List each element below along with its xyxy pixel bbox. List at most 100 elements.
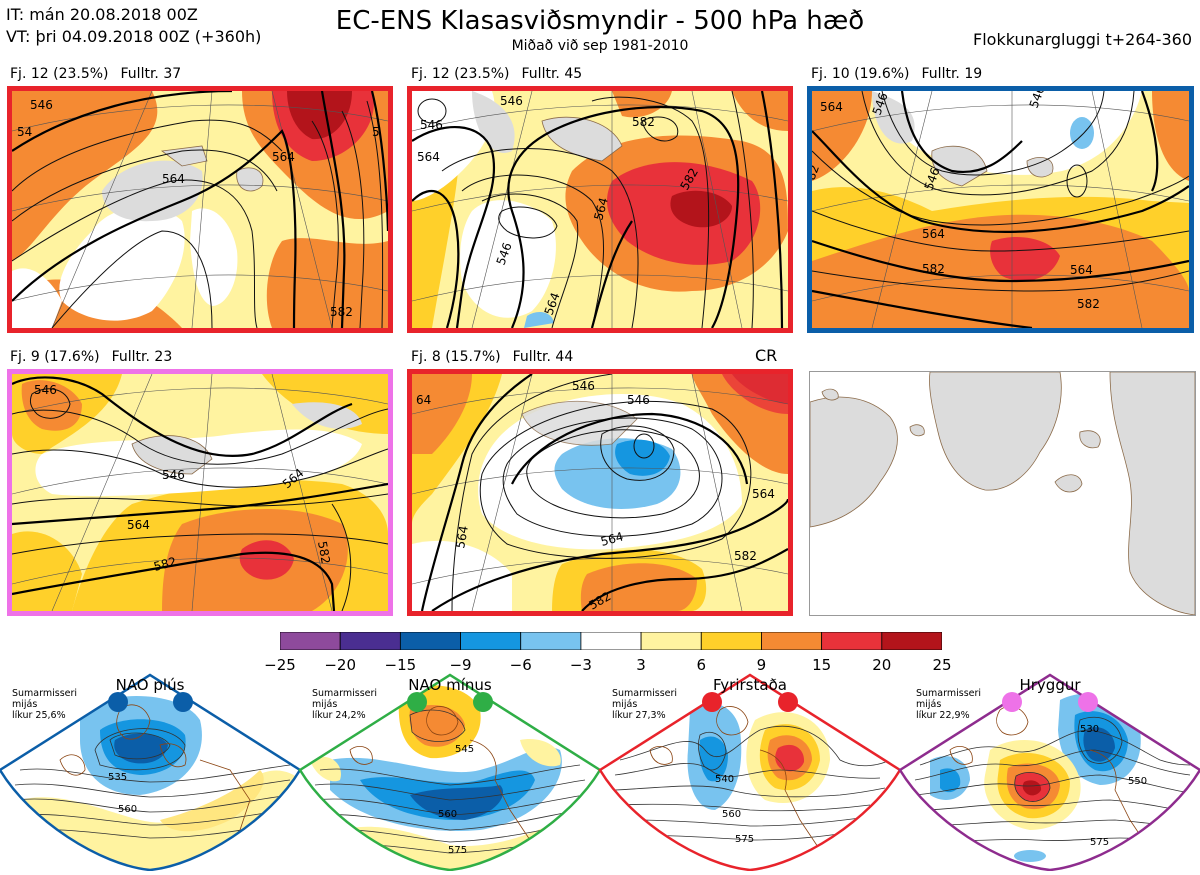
regime-title: NAO mínus <box>408 676 492 694</box>
colorbar-swatch <box>399 631 461 651</box>
cluster-count: Fj. 10 (19.6%) <box>811 66 910 82</box>
contour-label: 82 <box>812 163 822 182</box>
contour-label: 575 <box>448 845 467 856</box>
cluster-count: Fj. 8 (15.7%) <box>411 349 501 365</box>
contour-label: 575 <box>735 834 754 845</box>
regime-title: Hryggur <box>1019 676 1081 694</box>
regime-title: NAO plús <box>115 676 185 694</box>
colorbar-swatch <box>279 631 341 651</box>
contour-label: 564 <box>417 150 440 164</box>
page-subtitle: Miðað við sep 1981-2010 <box>511 38 689 54</box>
base-map-panel <box>809 371 1196 616</box>
map-panel-5: 546 546 564 564 564 582 582 64 <box>407 369 793 616</box>
regime-row: 535 560 <box>0 670 1200 872</box>
contour-label: 582 <box>922 262 945 276</box>
colorbar-swatch <box>881 631 943 651</box>
colorbar-swatch <box>460 631 522 651</box>
panel-label-4: Fj. 9 (17.6%) Fulltr. 23 <box>10 349 184 365</box>
contour-label: 582 <box>632 115 655 129</box>
contour-label: 546 <box>500 94 523 108</box>
valid-time: VT: þri 04.09.2018 00Z (+360h) <box>6 27 262 46</box>
regime-title: Fyrirstaða <box>713 676 787 694</box>
panel-label-3: Fj. 10 (19.6%) Fulltr. 19 <box>811 66 994 82</box>
map-panel-2: 546 546 564 546 564 582 564 582 <box>407 86 793 333</box>
colorbar <box>279 631 943 651</box>
contour-label: 550 <box>1128 776 1147 787</box>
regime-info: Sumarmisseri mijás líkur 24,2% <box>312 688 378 721</box>
colorbar-label: 9 <box>756 656 767 674</box>
contour-label: 582 <box>734 549 757 563</box>
contour-label: 560 <box>118 804 137 815</box>
regime-ridge: 530 550 575 <box>898 673 1200 872</box>
regime-blocking: 540 560 575 <box>598 673 902 872</box>
contour-label: 540 <box>715 774 734 785</box>
contour-label: 564 <box>820 100 843 114</box>
contour-label: 564 <box>1070 263 1093 277</box>
contour-label: 546 <box>572 379 595 393</box>
contour-label: 546 <box>162 468 185 482</box>
regime-info: Sumarmisseri mijás líkur 25,6% <box>12 688 78 721</box>
colorbar-label: 20 <box>872 656 892 674</box>
colorbar-label: 6 <box>696 656 707 674</box>
colorbar-swatches <box>279 631 943 651</box>
page-title: EC-ENS Klasasviðsmyndir - 500 hPa hæð <box>335 6 865 36</box>
colorbar-swatch <box>761 631 823 651</box>
colorbar-swatch <box>339 631 401 651</box>
contour-label: 564 <box>453 525 471 550</box>
panel-label-5: Fj. 8 (15.7%) Fulltr. 44 <box>411 349 585 365</box>
contour-label: 564 <box>127 518 150 532</box>
cluster-rep: Fulltr. 37 <box>120 66 182 82</box>
colorbar-swatch <box>520 631 582 651</box>
colorbar-label: 15 <box>812 656 832 674</box>
classification-window: Flokkunargluggi t+264-360 <box>973 30 1192 49</box>
cluster-rep: Fulltr. 19 <box>921 66 983 82</box>
colorbar-label: 25 <box>932 656 952 674</box>
cluster-rep: Fulltr. 45 <box>521 66 583 82</box>
contour-label: 5 <box>372 125 380 139</box>
contour-label: 564 <box>591 196 610 222</box>
contour-label: 582 <box>152 554 178 573</box>
colorbar-swatch <box>640 631 702 651</box>
cluster-rep: Fulltr. 44 <box>512 349 574 365</box>
contour-label: 582 <box>330 305 353 319</box>
regime-nao-minus: 545 560 575 <box>298 673 602 872</box>
cluster-count: Fj. 9 (17.6%) <box>10 349 100 365</box>
colorbar-label: −3 <box>569 656 592 674</box>
contour-label: 564 <box>599 529 625 548</box>
contour-label: 535 <box>108 772 127 783</box>
contour-label: 64 <box>416 393 431 407</box>
map-panel-1: 546 564 564 582 54 5 <box>7 86 393 333</box>
panel-label-2: Fj. 12 (23.5%) Fulltr. 45 <box>411 66 594 82</box>
contour-label: 546 <box>627 393 650 407</box>
cluster-rep: Fulltr. 23 <box>111 349 173 365</box>
contour-label: 582 <box>1077 297 1100 311</box>
contour-label: 546 <box>34 383 57 397</box>
map-panel-4: 546 546 564 564 582 582 <box>7 369 393 616</box>
colorbar-label: 3 <box>636 656 646 674</box>
regime-info: Sumarmisseri mijás líkur 27,3% <box>612 688 678 721</box>
contour-label: 560 <box>722 809 741 820</box>
contour-label: 546 <box>420 118 443 132</box>
colorbar-label: −20 <box>324 656 356 674</box>
cluster-count: Fj. 12 (23.5%) <box>411 66 510 82</box>
colorbar-swatch <box>821 631 883 651</box>
contour-label: 564 <box>922 227 945 241</box>
contour-label: 564 <box>162 172 185 186</box>
colorbar-label: −9 <box>449 656 472 674</box>
contour-label: 54 <box>17 125 32 139</box>
contour-label: 564 <box>272 150 295 164</box>
cluster-count: Fj. 12 (23.5%) <box>10 66 109 82</box>
contour-label: 530 <box>1080 724 1099 735</box>
colorbar-swatch <box>580 631 642 651</box>
map-panel-3: 564 546 546 564 564 582 582 546 82 <box>807 86 1194 333</box>
panel-label-1: Fj. 12 (23.5%) Fulltr. 37 <box>10 66 193 82</box>
contour-label: 582 <box>315 540 333 565</box>
colorbar-swatch <box>700 631 762 651</box>
cr-label: CR <box>755 346 778 365</box>
header-info: IT: mán 20.08.2018 00Z VT: þri 04.09.201… <box>6 4 261 48</box>
contour-label: 575 <box>1090 837 1109 848</box>
contour-label: 546 <box>30 98 53 112</box>
contour-label: 545 <box>455 744 474 755</box>
initial-time: IT: mán 20.08.2018 00Z <box>6 5 198 24</box>
contour-label: 564 <box>752 487 775 501</box>
